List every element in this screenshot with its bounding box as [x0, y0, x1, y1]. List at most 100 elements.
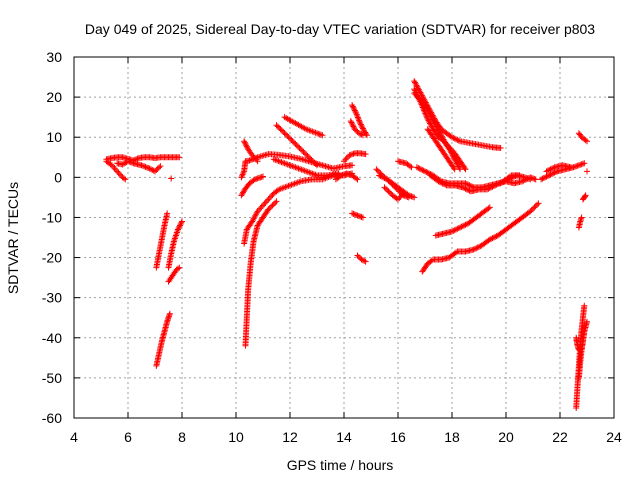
data-point — [289, 138, 296, 145]
data-point — [435, 178, 442, 185]
data-point — [125, 158, 131, 165]
data-point — [492, 233, 499, 240]
data-point — [454, 225, 461, 232]
series-track-19 — [349, 102, 370, 139]
data-point — [571, 163, 578, 170]
data-point — [154, 165, 161, 172]
data-point — [353, 110, 360, 117]
series-track-22 — [354, 252, 369, 265]
series-track-33 — [419, 200, 542, 275]
data-point — [550, 164, 557, 171]
data-point — [350, 104, 357, 111]
x-tick-label: 16 — [390, 429, 406, 445]
series-track-11 — [241, 170, 356, 247]
data-point — [509, 174, 516, 181]
data-point — [456, 164, 463, 171]
data-point — [316, 131, 323, 138]
data-point — [489, 235, 496, 242]
data-point — [176, 264, 183, 271]
data-point — [265, 206, 272, 213]
data-point — [575, 162, 582, 169]
data-point — [450, 227, 457, 234]
data-point — [500, 179, 507, 186]
data-point — [494, 181, 501, 188]
data-point — [153, 167, 160, 174]
data-point — [243, 143, 250, 150]
x-tick-label: 8 — [178, 429, 186, 445]
data-point — [584, 318, 590, 325]
data-point — [542, 174, 549, 181]
data-point — [395, 187, 401, 194]
data-point — [355, 212, 362, 219]
data-point — [459, 184, 466, 191]
data-point — [436, 179, 443, 186]
data-point — [385, 188, 392, 195]
data-point — [307, 155, 314, 162]
data-point — [404, 193, 411, 200]
data-point — [538, 176, 545, 183]
data-point — [351, 106, 358, 113]
data-point — [543, 173, 550, 180]
data-point — [129, 159, 136, 166]
data-point — [242, 140, 249, 147]
data-point — [357, 213, 364, 220]
data-point — [505, 176, 512, 183]
data-point — [122, 176, 129, 183]
data-point — [386, 179, 393, 186]
data-point — [348, 119, 355, 126]
data-point — [421, 107, 428, 114]
data-point — [363, 130, 370, 137]
data-point — [164, 210, 171, 217]
chart-title: Day 049 of 2025, Sidereal Day-to-day VTE… — [85, 21, 595, 37]
data-point — [580, 195, 587, 202]
data-point — [349, 120, 356, 127]
data-point — [341, 158, 347, 165]
data-point — [492, 182, 499, 189]
data-point — [172, 232, 179, 239]
data-point — [126, 158, 133, 165]
data-point — [393, 185, 400, 192]
data-point — [408, 193, 415, 200]
data-point — [462, 185, 469, 192]
data-point — [548, 165, 555, 172]
data-point — [543, 168, 550, 175]
data-point — [376, 172, 383, 179]
series-track-1 — [103, 154, 183, 164]
data-point — [428, 257, 435, 264]
data-point — [355, 253, 362, 260]
data-point — [351, 126, 358, 133]
data-point — [179, 218, 185, 225]
data-point — [381, 184, 388, 191]
data-point — [352, 108, 359, 115]
data-point — [507, 175, 514, 182]
data-point — [111, 165, 118, 172]
data-point — [284, 132, 291, 139]
data-point — [343, 155, 350, 162]
data-point — [497, 145, 504, 152]
data-point — [356, 118, 363, 125]
data-point — [178, 219, 185, 226]
data-point — [141, 163, 148, 170]
data-point — [467, 183, 474, 190]
data-point — [567, 164, 574, 171]
series-track-8 — [168, 175, 175, 182]
series-track-5 — [153, 310, 173, 369]
data-point — [449, 134, 455, 141]
data-point — [358, 131, 365, 138]
data-point — [257, 205, 264, 212]
data-point — [357, 121, 364, 128]
data-point — [540, 175, 547, 182]
data-point — [465, 187, 472, 194]
data-point — [403, 193, 410, 200]
data-point — [462, 166, 469, 173]
axis-ticks — [73, 56, 615, 419]
data-point — [343, 170, 350, 177]
data-point — [578, 161, 585, 168]
data-point — [349, 162, 356, 169]
data-point — [145, 164, 152, 171]
data-point — [305, 154, 312, 161]
series-track-44 — [584, 168, 590, 175]
series-track-25 — [381, 184, 407, 203]
data-point — [120, 175, 127, 182]
data-point — [350, 210, 357, 217]
